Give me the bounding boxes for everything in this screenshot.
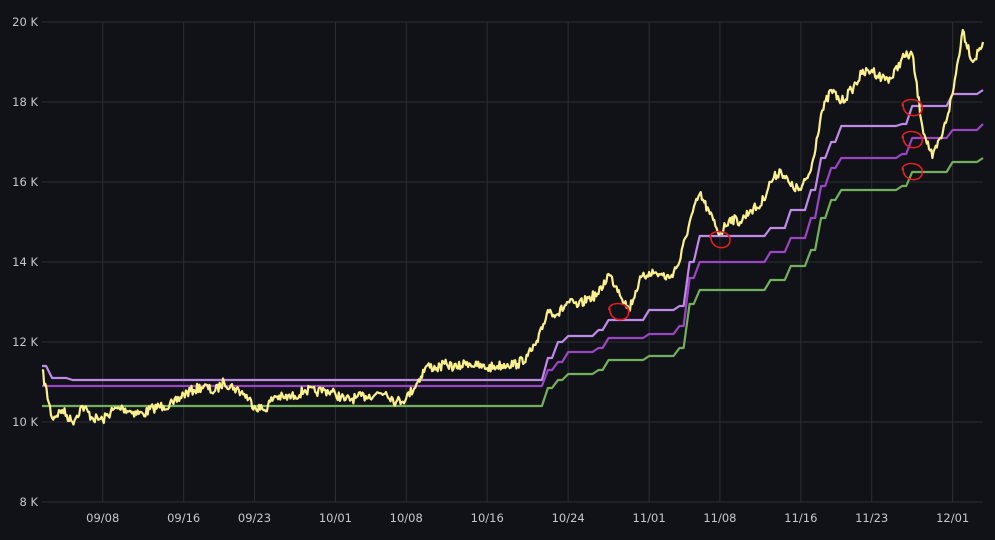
y-tick-label: 20 K: [12, 15, 38, 29]
x-tick-label: 11/16: [784, 511, 817, 525]
lower-band-line: [42, 157, 984, 408]
annotation-circle: [901, 162, 923, 181]
hand-drawn-annotations: [607, 98, 923, 321]
price-series-line: [41, 28, 985, 426]
y-tick-label: 16 K: [12, 175, 38, 189]
x-tick-label: 10/08: [390, 511, 423, 525]
y-tick-label: 14 K: [12, 255, 38, 269]
upper-band-line: [42, 89, 984, 382]
x-tick-label: 11/23: [855, 511, 888, 525]
y-tick-label: 18 K: [12, 95, 38, 109]
annotation-circle: [901, 130, 923, 149]
x-tick-label: 10/16: [471, 511, 504, 525]
middle-band-line: [42, 123, 984, 388]
y-tick-label: 10 K: [12, 415, 38, 429]
annotation-circle: [901, 98, 923, 117]
x-axis-labels: 09/08 09/16 09/23 10/01 10/08 10/16 10/24 11/01…: [86, 511, 969, 525]
x-tick-label: 11/08: [703, 511, 736, 525]
x-tick-label: 11/01: [633, 511, 666, 525]
annotation-circle: [607, 302, 630, 321]
x-tick-label: 10/24: [552, 511, 585, 525]
x-tick-label: 09/08: [86, 511, 119, 525]
x-tick-label: 10/01: [319, 511, 352, 525]
annotation-circle: [709, 230, 731, 249]
x-tick-label: 09/23: [238, 511, 271, 525]
series-lines: [41, 28, 985, 426]
x-tick-label: 12/01: [936, 511, 969, 525]
grid-lines: [42, 21, 983, 503]
y-tick-label: 12 K: [12, 335, 38, 349]
y-axis-labels: 8 K 10 K 12 K 14 K 16 K 18 K 20 K: [12, 15, 38, 509]
y-tick-label: 8 K: [19, 495, 38, 509]
x-tick-label: 09/16: [167, 511, 200, 525]
